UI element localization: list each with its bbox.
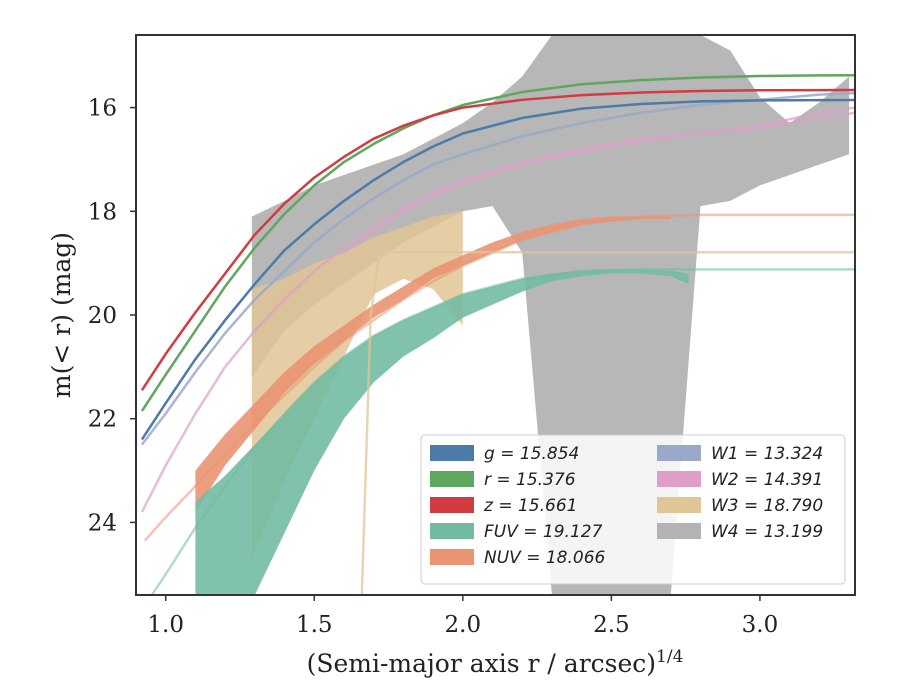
series-line-nuv bbox=[143, 213, 855, 542]
band-nuv bbox=[195, 216, 671, 513]
legend-swatch bbox=[657, 497, 701, 513]
legend-label: W1 = 13.324 bbox=[711, 444, 823, 464]
legend-label: g = 15.854 bbox=[484, 444, 579, 464]
series-line-g bbox=[140, 98, 855, 441]
x-tick-label: 1.0 bbox=[147, 612, 184, 638]
legend: g = 15.854 r = 15.376 z = 15.661 FUV = 19.1… bbox=[420, 434, 846, 585]
legend-label: r = 15.376 bbox=[484, 470, 576, 490]
legend-swatch bbox=[430, 471, 474, 487]
legend-swatch bbox=[657, 471, 701, 487]
y-axis: 16 18 20 22 24 bbox=[88, 96, 136, 536]
x-axis-label: (Semi-major axis r / arcsec)1/4 bbox=[307, 647, 684, 678]
y-axis-label: m(< r) (mag) bbox=[47, 232, 76, 398]
legend-label: W2 = 14.391 bbox=[711, 470, 823, 490]
series-line-r bbox=[140, 73, 855, 412]
legend-swatch bbox=[430, 523, 474, 539]
y-tick-label: 18 bbox=[88, 199, 117, 225]
legend-swatch bbox=[657, 445, 701, 461]
series-line-z bbox=[140, 88, 855, 391]
x-tick-label: 3.0 bbox=[742, 612, 779, 638]
y-tick-label: 22 bbox=[88, 407, 117, 433]
series-line-w2 bbox=[343, 106, 855, 254]
band-fuv bbox=[195, 269, 689, 595]
legend-swatch bbox=[430, 497, 474, 513]
x-tick-label: 2.5 bbox=[593, 612, 630, 638]
x-axis: 1.0 1.5 2.0 2.5 3.0 bbox=[147, 595, 778, 638]
band-w4 bbox=[251, 35, 850, 595]
x-axis-label-power: 1/4 bbox=[656, 647, 683, 667]
x-tick-label: 1.5 bbox=[296, 612, 333, 638]
y-tick-label: 16 bbox=[88, 96, 117, 122]
legend-label: W3 = 18.790 bbox=[711, 496, 823, 516]
legend-swatch bbox=[657, 523, 701, 539]
x-tick-label: 2.0 bbox=[445, 612, 482, 638]
legend-label: W4 = 13.199 bbox=[711, 522, 823, 542]
legend-label: FUV = 19.127 bbox=[484, 522, 603, 542]
legend-swatch bbox=[430, 445, 474, 461]
legend-swatch bbox=[430, 549, 474, 565]
legend-label: NUV = 18.066 bbox=[484, 548, 606, 568]
series-layer bbox=[140, 73, 855, 595]
series-line-w1 bbox=[140, 91, 855, 446]
legend-frame bbox=[420, 434, 846, 585]
y-tick-label: 20 bbox=[88, 303, 117, 329]
legend-label: z = 15.661 bbox=[483, 496, 577, 516]
series-line-fuv bbox=[150, 268, 855, 595]
y-tick-label: 24 bbox=[88, 510, 117, 536]
band-w3 bbox=[251, 211, 463, 559]
series-line-w3 bbox=[360, 251, 855, 595]
band-layer bbox=[195, 35, 850, 595]
